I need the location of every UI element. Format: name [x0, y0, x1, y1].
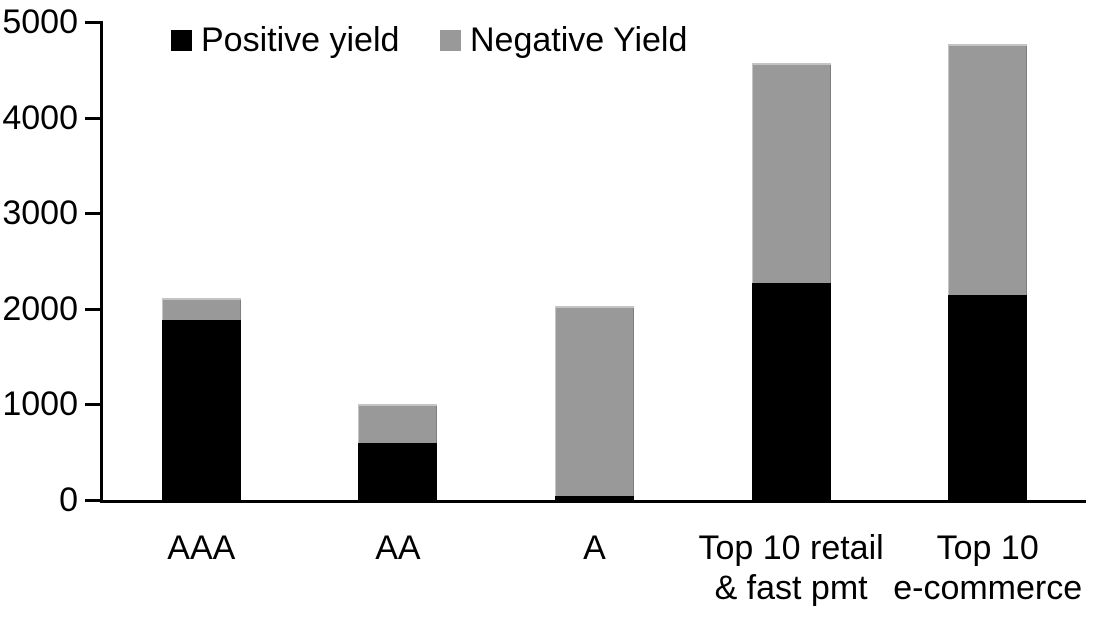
- x-axis-label-line: AA: [375, 529, 421, 567]
- x-axis-line: [100, 500, 1086, 503]
- bar-segment-positive-aa: [358, 442, 438, 500]
- x-axis-label-line: Top 10 retail: [698, 529, 884, 567]
- legend-item-negative-yield: Negative Yield: [440, 18, 687, 62]
- chart-legend: Positive yield Negative Yield: [0, 0, 1102, 64]
- bar-segment-negative-a: [555, 305, 634, 497]
- x-axis-label-line: AAA: [167, 529, 236, 567]
- y-axis-tick-label: 2000: [2, 289, 78, 328]
- y-axis-tick: [85, 307, 103, 311]
- bar-segment-negative-top10-retail-fastpmt: [751, 63, 831, 283]
- bar-segment-negative-aa: [358, 404, 438, 443]
- bar-segment-positive-aaa: [161, 320, 241, 500]
- legend-swatch-negative-yield: [440, 29, 461, 51]
- y-axis-tick: [85, 499, 103, 502]
- legend-label: Negative Yield: [470, 21, 688, 59]
- y-axis-tick-label: 4000: [2, 98, 78, 137]
- legend-label: Positive yield: [201, 21, 400, 59]
- x-axis-label-top10-retail-fastpmt: Top 10 retail & fast pmt: [676, 528, 906, 608]
- bar-segment-positive-top10-ecommerce: [948, 295, 1028, 500]
- y-axis-tick: [85, 116, 103, 120]
- x-axis-label-line: e-commerce: [893, 569, 1083, 607]
- x-axis-label-line: A: [583, 529, 606, 567]
- x-axis-label-a: A: [480, 528, 710, 568]
- bar-segment-positive-top10-retail-fastpmt: [751, 282, 831, 500]
- y-axis-tick-label: 3000: [2, 194, 78, 233]
- y-axis-line: [100, 22, 103, 503]
- y-axis-tick: [85, 21, 103, 24]
- x-axis-label-line: Top 10: [936, 529, 1039, 567]
- x-axis-label-line: & fast pmt: [714, 569, 868, 607]
- bar-segment-negative-aaa: [161, 298, 241, 321]
- legend-item-positive-yield: Positive yield: [171, 18, 399, 62]
- x-axis-label-aa: AA: [283, 528, 513, 568]
- x-axis-label-top10-ecommerce: Top 10 e-commerce: [873, 528, 1102, 608]
- y-axis-tick: [85, 403, 103, 407]
- y-axis-tick-label: 1000: [2, 385, 78, 424]
- y-axis-tick: [85, 212, 103, 216]
- bar-segment-positive-a: [555, 496, 634, 500]
- x-axis-label-aaa: AAA: [86, 528, 316, 568]
- bar-segment-negative-top10-ecommerce: [948, 43, 1028, 296]
- legend-swatch-positive-yield: [171, 29, 192, 51]
- y-axis-tick-label: 5000: [2, 3, 78, 41]
- y-axis-tick-label: 0: [59, 481, 78, 519]
